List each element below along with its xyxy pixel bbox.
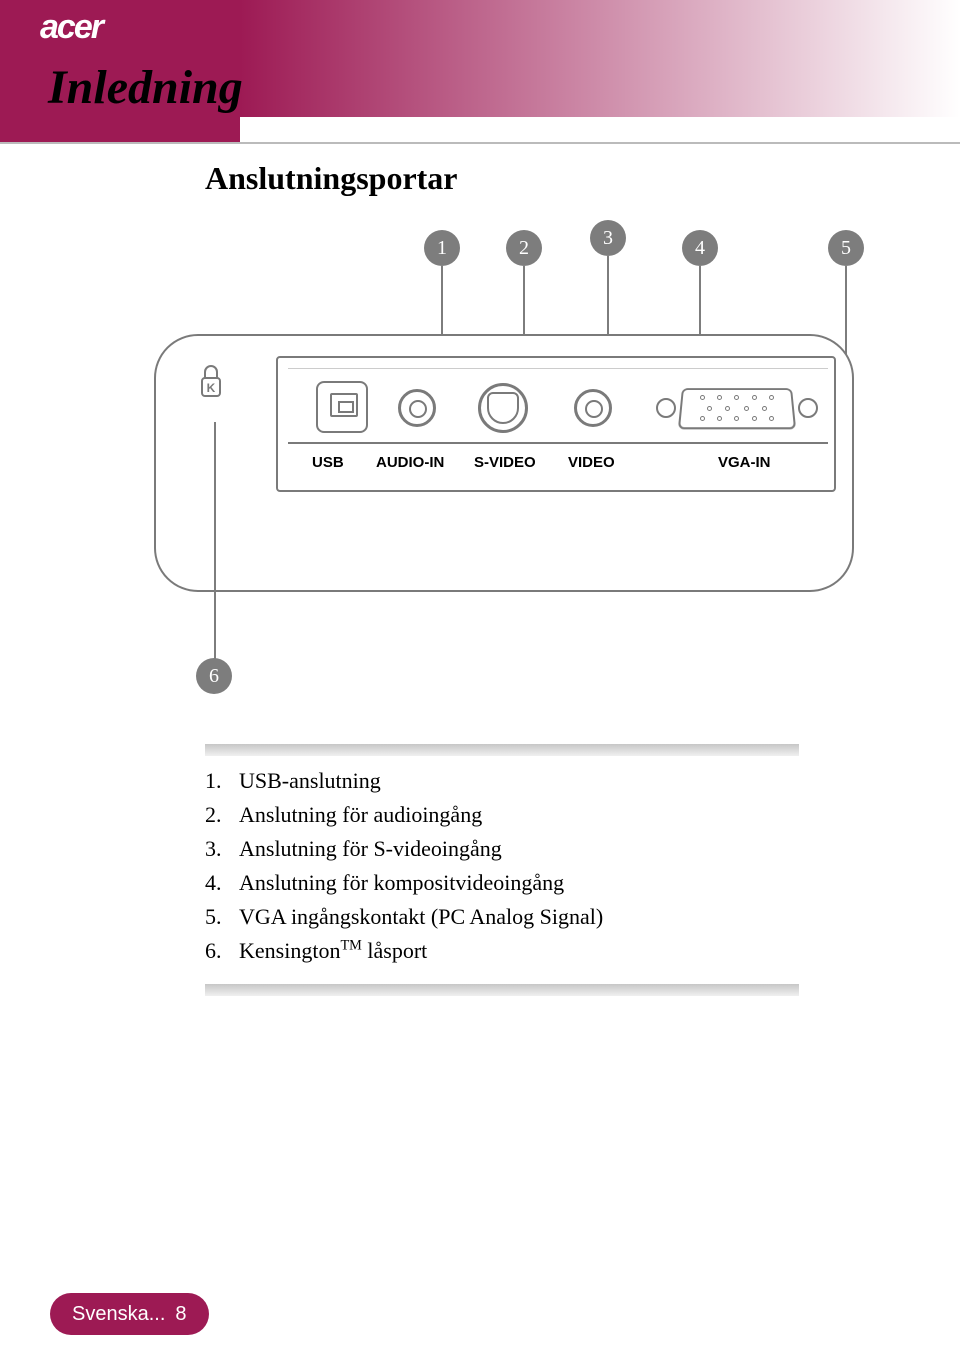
port-labels: USB AUDIO-IN S-VIDEO VIDEO VGA-IN (278, 454, 838, 488)
list-item: 5.VGA ingångskontakt (PC Analog Signal) (205, 900, 799, 934)
kensington-word: Kensington (239, 938, 340, 963)
list-item: 4.Anslutning för kompositvideoingång (205, 866, 799, 900)
port-panel: USB AUDIO-IN S-VIDEO VIDEO VGA-IN (276, 356, 836, 492)
port-label-usb: USB (312, 454, 344, 471)
list-text: Anslutning för audioingång (239, 798, 799, 832)
svg-text:K: K (207, 381, 216, 395)
list-num: 6. (205, 934, 239, 968)
audio-in-port-icon (398, 389, 436, 427)
header-divider (0, 142, 960, 144)
trademark-sup: TM (340, 938, 361, 954)
list-num: 3. (205, 832, 239, 866)
callout-4: 4 (682, 230, 718, 266)
video-port-icon (574, 389, 612, 427)
list-num: 1. (205, 764, 239, 798)
port-row (288, 368, 828, 444)
callout-1: 1 (424, 230, 460, 266)
list-item: 3.Anslutning för S-videoingång (205, 832, 799, 866)
list-item: 6. KensingtonTM låsport (205, 934, 799, 968)
port-label-svideo: S-VIDEO (474, 454, 536, 471)
banner-gradient (240, 0, 960, 117)
list-item: 1.USB-anslutning (205, 764, 799, 798)
footer-language: Svenska... (72, 1303, 165, 1326)
section-title: Inledning (48, 60, 243, 115)
list-text: Anslutning för kompositvideoingång (239, 866, 799, 900)
list-item: 2.Anslutning för audioingång (205, 798, 799, 832)
kensington-lock-icon: K (200, 364, 222, 400)
page-subtitle: Anslutningsportar (205, 160, 458, 197)
manual-page: acer Inledning Anslutningsportar 1 2 3 4… (0, 0, 960, 1371)
banner: acer Inledning (0, 0, 960, 142)
callout-3: 3 (590, 220, 626, 256)
port-label-audio: AUDIO-IN (376, 454, 444, 471)
list-num: 5. (205, 900, 239, 934)
port-list: 1.USB-anslutning 2.Anslutning för audioi… (205, 764, 799, 969)
list-text: KensingtonTM låsport (239, 934, 799, 968)
list-text: USB-anslutning (239, 764, 799, 798)
device-chassis: K (154, 334, 854, 592)
callout-2: 2 (506, 230, 542, 266)
list-num: 2. (205, 798, 239, 832)
list-num: 4. (205, 866, 239, 900)
port-label-video: VIDEO (568, 454, 615, 471)
list-top-bar (205, 744, 799, 756)
list-text: Anslutning för S-videoingång (239, 832, 799, 866)
callout-5: 5 (828, 230, 864, 266)
svideo-port-icon (478, 383, 528, 433)
footer-badge: Svenska... 8 (50, 1293, 209, 1335)
brand-logo: acer (40, 8, 102, 47)
footer-page-number: 8 (175, 1303, 186, 1326)
list-bottom-bar (205, 984, 799, 996)
vga-port-icon (658, 387, 816, 429)
ports-diagram: 1 2 3 4 5 K (148, 240, 860, 500)
port-label-vga: VGA-IN (718, 454, 771, 471)
callout-6: 6 (196, 658, 232, 694)
lasport-word: låsport (362, 938, 427, 963)
list-text: VGA ingångskontakt (PC Analog Signal) (239, 900, 799, 934)
usb-port-icon (316, 381, 368, 433)
lead-6 (214, 422, 216, 662)
